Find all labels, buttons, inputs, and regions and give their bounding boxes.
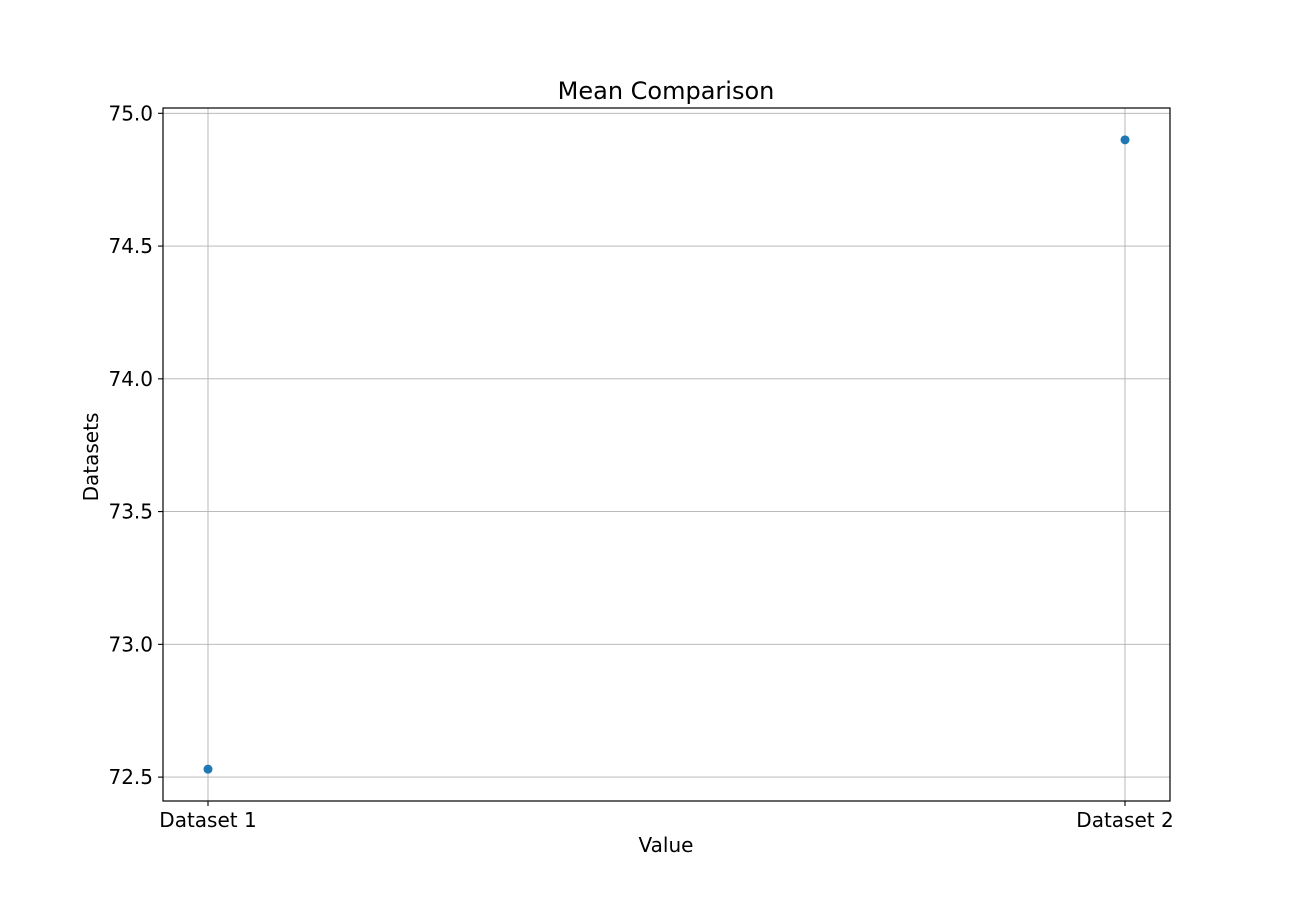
data-point xyxy=(203,764,213,774)
y-tick-label: 72.5 xyxy=(108,765,153,789)
y-tick-label: 73.0 xyxy=(108,632,153,656)
y-tick-label: 74.0 xyxy=(108,367,153,391)
y-tick-label: 75.0 xyxy=(108,101,153,125)
chart-title: Mean Comparison xyxy=(558,77,775,105)
x-tick-label: Dataset 2 xyxy=(1076,808,1173,832)
y-tick-label: 74.5 xyxy=(108,234,153,258)
data-point xyxy=(1120,135,1130,145)
grid-lines xyxy=(163,108,1170,801)
y-axis-label: Datasets xyxy=(79,413,103,502)
x-tick-label: Dataset 1 xyxy=(159,808,256,832)
y-tick-label: 73.5 xyxy=(108,500,153,524)
x-axis-ticks: Dataset 1 Dataset 2 xyxy=(159,801,1174,832)
x-axis-label: Value xyxy=(639,833,694,857)
plot-frame xyxy=(162,107,1171,802)
y-axis-ticks: 72.5 73.0 73.5 74.0 74.5 75.0 xyxy=(108,101,163,789)
data-points xyxy=(203,135,1130,774)
